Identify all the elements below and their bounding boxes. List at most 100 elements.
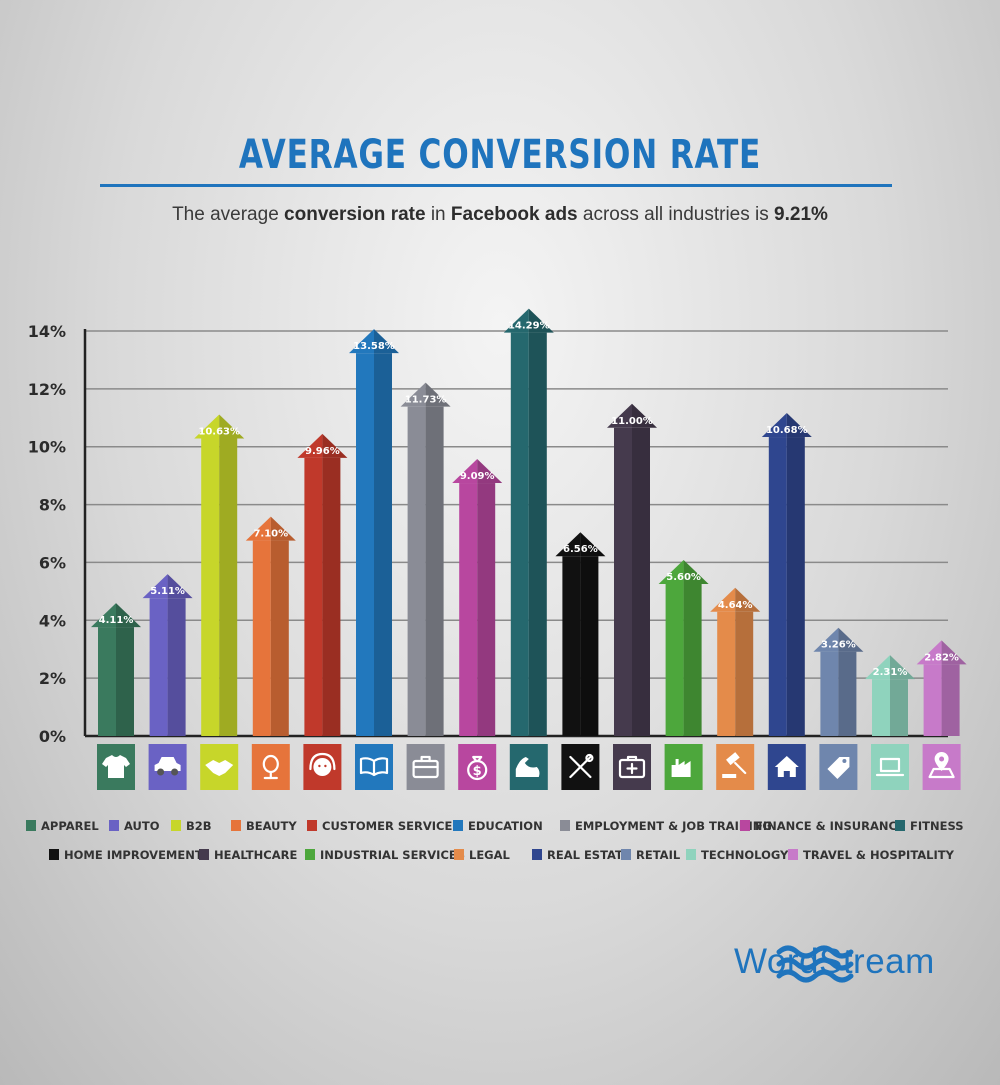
bar-arrow-head-left bbox=[555, 532, 581, 557]
bar-shaft-left bbox=[562, 556, 581, 736]
legend-label: FITNESS bbox=[910, 819, 964, 833]
legend-item: APPAREL bbox=[26, 819, 99, 833]
bar-arrow-head-right bbox=[322, 433, 348, 458]
price-tag-icon bbox=[827, 757, 850, 779]
bar-shaft-right bbox=[477, 483, 496, 736]
money-bag-icon: $ bbox=[467, 755, 488, 781]
gavel-icon bbox=[722, 752, 747, 778]
category-tile-17 bbox=[922, 744, 961, 790]
legend-label: APPAREL bbox=[41, 819, 99, 833]
legend-swatch bbox=[532, 849, 542, 860]
bar-arrow-head-left bbox=[761, 413, 787, 438]
y-tick-label: 6% bbox=[39, 553, 66, 572]
bar-arrow-head-left bbox=[452, 459, 478, 484]
legend-swatch bbox=[49, 849, 59, 860]
bar-arrow-head-right bbox=[838, 627, 864, 652]
y-tick-label: 10% bbox=[28, 438, 66, 457]
bar-arrow-head-left bbox=[297, 433, 323, 458]
shirt-icon bbox=[102, 755, 130, 778]
bar-11: 11.00% bbox=[607, 403, 657, 736]
bar-shaft-right bbox=[167, 598, 186, 736]
svg-text:$: $ bbox=[473, 764, 482, 779]
bar-arrow-head-right bbox=[477, 459, 503, 484]
legend-swatch bbox=[171, 820, 181, 831]
legend-item: EDUCATION bbox=[453, 819, 543, 833]
y-tick-label: 8% bbox=[39, 496, 66, 515]
legend: APPAREL AUTO B2B BEAUTY CUSTOMER SERVICES EDU… bbox=[26, 819, 964, 862]
bar-shaft-right bbox=[374, 353, 392, 736]
legend-item: RETAIL bbox=[621, 848, 681, 862]
bar-arrow-head-left bbox=[916, 640, 942, 665]
legend-label: TECHNOLOGY bbox=[701, 848, 789, 862]
category-tile-8: $ bbox=[458, 744, 497, 790]
legend-swatch bbox=[231, 820, 241, 831]
bar-17: 2.82% bbox=[916, 640, 967, 736]
bar-shaft-left bbox=[304, 457, 323, 736]
bar-arrow-head-right bbox=[786, 413, 812, 438]
wordstream-wave-icon bbox=[776, 945, 854, 983]
legend-label: B2B bbox=[186, 819, 212, 833]
legend-label: AUTO bbox=[124, 819, 160, 833]
bar-14: 10.68% bbox=[761, 413, 812, 736]
laptop-icon bbox=[875, 757, 905, 777]
value-label: 10.68% bbox=[766, 425, 808, 436]
bar-arrow-head-right bbox=[528, 308, 554, 333]
bar-arrow-head-right bbox=[890, 655, 915, 680]
legend-label: CUSTOMER SERVICES bbox=[322, 819, 461, 833]
headset-icon bbox=[309, 752, 336, 776]
bar-arrow-head-left bbox=[349, 329, 374, 354]
legend-item: TRAVEL & HOSPITALITY bbox=[788, 848, 955, 862]
bar-shaft-right bbox=[580, 556, 599, 736]
legend-swatch bbox=[109, 820, 119, 831]
book-icon bbox=[359, 757, 389, 777]
category-icons: $ bbox=[97, 744, 961, 790]
bar-arrow-head-left bbox=[91, 603, 116, 628]
bar-shaft-right bbox=[890, 679, 908, 736]
value-label: 11.00% bbox=[611, 416, 653, 427]
bar-arrow-head-right bbox=[219, 414, 245, 439]
bar-arrow-head-left bbox=[813, 627, 839, 652]
bar-8: 9.09% bbox=[452, 459, 503, 736]
legend-item: EMPLOYMENT & JOB TRAINING bbox=[560, 819, 772, 833]
category-tile-16 bbox=[871, 744, 909, 790]
bar-shaft-left bbox=[252, 540, 271, 736]
value-label: 9.96% bbox=[305, 446, 340, 457]
category-tile-11 bbox=[613, 744, 651, 790]
bar-shaft-right bbox=[941, 664, 960, 736]
bar-shaft-right bbox=[116, 627, 134, 736]
legend-label: LEGAL bbox=[469, 848, 511, 862]
category-tile-13 bbox=[716, 744, 755, 790]
bar-shaft-left bbox=[820, 651, 839, 736]
y-tick-label: 12% bbox=[28, 380, 66, 399]
bar-4: 7.10% bbox=[245, 516, 296, 736]
legend-item: HOME IMPROVEMENT bbox=[49, 848, 203, 862]
value-label: 6.56% bbox=[563, 544, 598, 555]
bar-shaft-right bbox=[270, 540, 289, 736]
bar-shaft-right bbox=[683, 584, 702, 736]
bar-shaft-left bbox=[98, 627, 116, 736]
category-tile-3 bbox=[200, 744, 239, 790]
bar-arrow-head-right bbox=[683, 560, 709, 584]
legend-item: FITNESS bbox=[895, 819, 964, 833]
bar-6: 13.58% bbox=[349, 329, 399, 736]
icon-tile-bg bbox=[251, 744, 290, 790]
bar-shaft-left bbox=[923, 664, 942, 736]
y-tick-label: 14% bbox=[28, 322, 66, 341]
arm-muscle-icon bbox=[515, 757, 540, 777]
legend-label: FINANCE & INSURANCE bbox=[755, 819, 905, 833]
bar-9: 14.29% bbox=[503, 308, 554, 736]
value-label: 13.58% bbox=[353, 341, 395, 352]
category-tile-4 bbox=[251, 744, 290, 790]
bar-arrow-head-right bbox=[167, 574, 193, 599]
bar-shaft-left bbox=[459, 483, 478, 736]
value-label: 5.60% bbox=[666, 572, 701, 583]
legend-item: FINANCE & INSURANCE bbox=[740, 819, 905, 833]
bar-shaft-right bbox=[528, 332, 547, 736]
value-label: 14.29% bbox=[508, 321, 550, 332]
bar-arrow-head-right bbox=[270, 516, 296, 541]
bar-arrow-head-right bbox=[735, 587, 761, 612]
bar-arrow-head-left bbox=[658, 560, 684, 584]
y-tick-label: 2% bbox=[39, 669, 66, 688]
